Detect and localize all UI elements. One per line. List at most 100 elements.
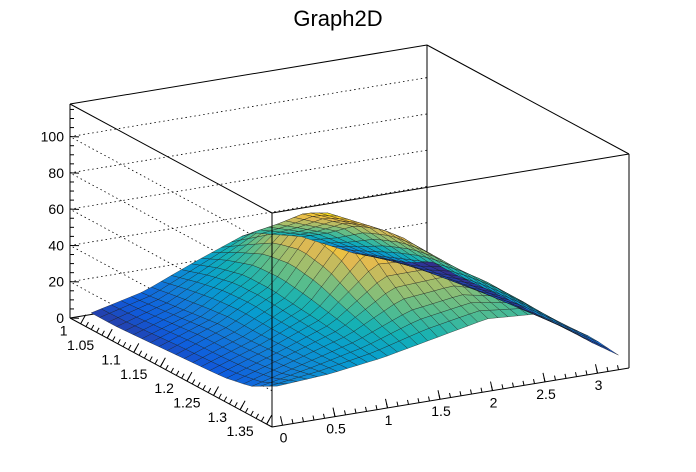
x-minor-tick xyxy=(323,413,325,419)
x-tick-label: 1.5 xyxy=(431,403,451,419)
x-minor-tick xyxy=(501,384,504,389)
z-tick-label: 20 xyxy=(48,274,64,290)
x-minor-tick xyxy=(438,394,441,400)
y-minor-tick xyxy=(175,370,180,376)
x-tick-label: 0.5 xyxy=(326,421,346,437)
y-tick-label: 1 xyxy=(60,323,68,339)
y-minor-tick xyxy=(186,376,190,382)
grid-line-back xyxy=(69,113,428,174)
y-minor-tick xyxy=(85,321,89,327)
y-minor-tick xyxy=(244,407,249,413)
x-minor-tick xyxy=(449,392,451,398)
y-minor-tick xyxy=(154,359,158,365)
x-minor-tick xyxy=(396,401,399,407)
y-minor-tick xyxy=(239,405,244,411)
y-minor-tick xyxy=(90,324,95,330)
grid-line-left xyxy=(69,136,273,246)
y-minor-tick xyxy=(234,402,238,408)
y-minor-tick xyxy=(207,387,212,393)
x-minor-tick xyxy=(533,379,535,384)
chart-title: Graph2D xyxy=(293,6,382,31)
x-minor-tick xyxy=(617,365,619,370)
x-minor-tick xyxy=(291,418,294,424)
y-minor-tick xyxy=(159,362,164,368)
x-minor-tick xyxy=(428,396,430,402)
y-minor-tick xyxy=(143,353,148,359)
y-tick-label: 1.35 xyxy=(226,423,253,439)
x-minor-tick xyxy=(333,411,336,417)
x-minor-tick xyxy=(470,389,472,395)
x-tick-label: 0 xyxy=(280,429,288,445)
grid-line-back xyxy=(69,149,428,210)
x-minor-tick xyxy=(386,403,388,409)
y-minor-tick xyxy=(106,333,111,339)
y-tick-label: 1.25 xyxy=(173,394,200,410)
y-minor-tick xyxy=(122,341,127,347)
x-minor-tick xyxy=(365,406,367,412)
x-minor-tick xyxy=(585,370,588,376)
x-tick-label: 2 xyxy=(490,395,498,411)
x-minor-tick xyxy=(354,408,357,414)
z-tick-label: 0 xyxy=(56,310,64,326)
x-minor-tick xyxy=(417,398,420,403)
x-minor-tick xyxy=(564,373,567,379)
x-minor-tick xyxy=(312,415,315,421)
back-top-edge xyxy=(69,44,428,105)
x-minor-tick xyxy=(491,385,493,391)
y-minor-tick xyxy=(170,367,174,373)
y-minor-tick xyxy=(133,347,137,353)
y-minor-tick xyxy=(266,419,270,425)
x-minor-tick xyxy=(344,410,346,415)
z-tick-label: 80 xyxy=(48,165,64,181)
z-tick-label: 40 xyxy=(48,238,64,254)
y-tick-label: 1.1 xyxy=(101,351,121,367)
y-minor-tick xyxy=(191,379,196,385)
grid-line-back xyxy=(69,186,428,246)
x-minor-tick xyxy=(480,387,483,393)
x-tick-label: 2.5 xyxy=(536,386,556,402)
y-minor-tick xyxy=(112,336,116,342)
y-minor-tick xyxy=(250,410,254,416)
y-tick-label: 1.2 xyxy=(154,380,174,396)
y-tick-label: 1.15 xyxy=(120,366,147,382)
y-minor-tick xyxy=(165,364,169,370)
y-minor-tick xyxy=(255,413,259,419)
z-tick-label: 60 xyxy=(48,201,64,217)
x-minor-tick xyxy=(302,417,304,422)
y-minor-tick xyxy=(101,330,105,336)
y-minor-tick xyxy=(149,356,153,362)
x-minor-tick xyxy=(375,405,378,410)
y-minor-tick xyxy=(229,399,233,405)
surface-cell xyxy=(562,325,582,335)
y-minor-tick xyxy=(181,373,185,379)
y-tick-mark xyxy=(80,314,87,324)
y-minor-tick xyxy=(202,384,206,390)
y-minor-tick xyxy=(117,339,121,345)
surface-cell xyxy=(571,328,590,339)
surface-cell xyxy=(422,261,441,267)
y-minor-tick xyxy=(197,382,201,388)
surface-mesh xyxy=(90,212,619,387)
y-minor-tick xyxy=(128,344,132,350)
y-minor-tick xyxy=(218,393,222,399)
grid-line-back xyxy=(69,77,428,138)
front-top-edge xyxy=(271,153,630,214)
x-minor-tick xyxy=(512,382,514,388)
y-minor-tick xyxy=(96,327,100,333)
x-tick-label: 1 xyxy=(385,412,393,428)
x-minor-tick xyxy=(522,380,525,386)
surface-cell xyxy=(589,338,609,349)
surface-cell xyxy=(544,315,564,326)
left-top-edge xyxy=(69,103,273,214)
y-tick-label: 1.05 xyxy=(67,337,94,353)
y-minor-tick xyxy=(213,390,217,396)
x-tick-label: 3 xyxy=(595,377,603,393)
x-minor-tick xyxy=(596,368,598,374)
x-minor-tick xyxy=(407,399,409,405)
x-minor-tick xyxy=(606,366,609,372)
x-minor-tick xyxy=(459,391,462,396)
z-tick-label: 100 xyxy=(41,129,65,145)
y-tick-label: 1.3 xyxy=(208,409,228,425)
